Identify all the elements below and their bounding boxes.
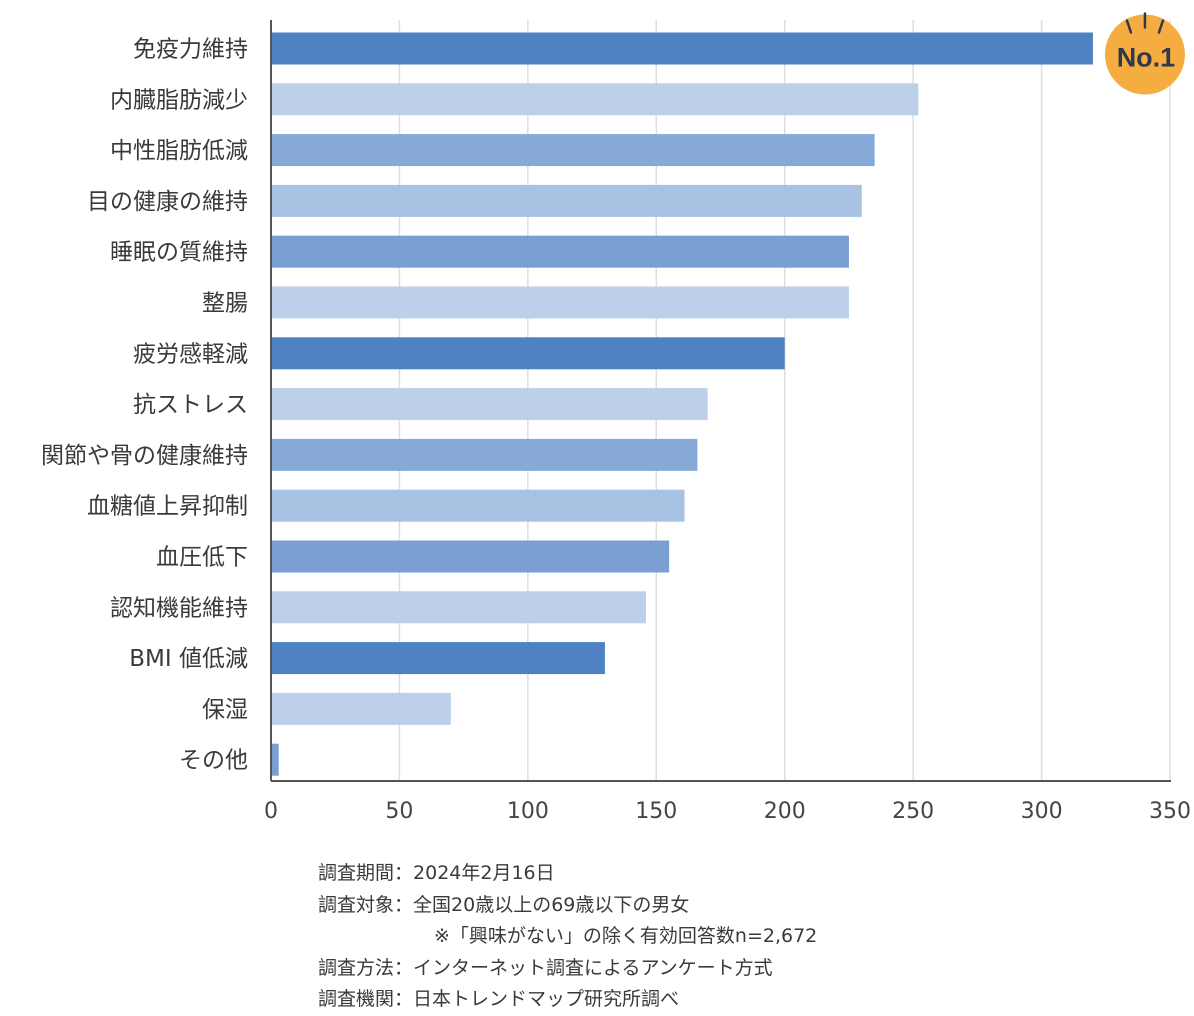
- x-tick-label: 150: [635, 799, 677, 824]
- note-period: 調査期間： 2024年2月16日: [318, 858, 817, 890]
- badge-spark-icon: [1125, 19, 1133, 34]
- category-label: 整腸: [202, 291, 248, 317]
- note-org-label: 調査機関：: [318, 988, 414, 1010]
- bar: [271, 235, 849, 268]
- category-label: 抗ストレス: [133, 392, 248, 418]
- category-label: BMI 値低減: [129, 646, 248, 672]
- bar: [271, 591, 647, 624]
- bar: [271, 337, 785, 370]
- category-label: 睡眠の質維持: [110, 240, 248, 266]
- bar: [271, 83, 919, 116]
- x-tick-label: 250: [892, 799, 934, 824]
- note-target-label: 調査対象：: [318, 893, 414, 916]
- x-tick-label: 100: [507, 799, 549, 824]
- bar: [271, 438, 698, 471]
- note-org-value: 日本トレンドマップ研究所調べ: [413, 988, 680, 1010]
- bar: [271, 743, 279, 776]
- note-method-label: 調査方法：: [318, 956, 414, 979]
- bar: [271, 489, 685, 522]
- category-label: 血糖値上昇抑制: [87, 494, 248, 520]
- note-target-value: 全国20歳以上の69歳以下の男女: [413, 893, 690, 916]
- survey-notes: 調査期間： 2024年2月16日 調査対象： 全国20歳以上の69歳以下の男女 …: [318, 858, 817, 1016]
- category-label: 内臓脂肪減少: [110, 87, 248, 113]
- x-tick-label: 350: [1149, 799, 1191, 824]
- category-label: 認知機能維持: [110, 595, 248, 621]
- no1-badge: [1104, 14, 1185, 95]
- bar: [271, 540, 670, 573]
- x-tick-label: 300: [1021, 799, 1063, 824]
- x-tick-label: 50: [385, 799, 413, 824]
- note-period-value: 2024年2月16日: [413, 862, 555, 884]
- bar: [271, 642, 605, 675]
- x-tick-label: 0: [264, 799, 278, 824]
- note-target-detail-text: ※「興味がない」の除く有効回答数n=2,672: [434, 925, 818, 947]
- bar: [271, 134, 875, 167]
- note-org: 調査機関： 日本トレンドマップ研究所調べ: [318, 984, 817, 1016]
- bar: [271, 692, 451, 725]
- category-label: 免疫力維持: [133, 37, 248, 63]
- bar-chart: 0 50 100 150 200 250 300 350 免疫力維持内臓脂肪減少中性脂肪低減目の…: [41, 12, 1191, 824]
- category-label: 疲労感軽減: [133, 341, 248, 367]
- category-label: 目の健康の維持: [87, 189, 248, 215]
- note-method-value: インターネット調査によるアンケート方式: [413, 956, 773, 979]
- bar: [271, 184, 862, 217]
- bar: [271, 388, 708, 421]
- bar: [271, 32, 1093, 65]
- note-target: 調査対象： 全国20歳以上の69歳以下の男女: [318, 890, 817, 922]
- note-method: 調査方法： インターネット調査によるアンケート方式: [318, 953, 817, 985]
- category-label: 中性脂肪低減: [110, 138, 248, 164]
- badge-spark-icon: [1157, 19, 1165, 34]
- note-target-detail: ※「興味がない」の除く有効回答数n=2,672: [318, 921, 817, 953]
- note-period-label: 調査期間：: [318, 862, 414, 884]
- no1-badge-label: No.1: [1117, 43, 1176, 73]
- category-label: 関節や骨の健康維持: [41, 443, 248, 469]
- x-tick-label: 200: [764, 799, 806, 824]
- bar: [271, 286, 849, 319]
- category-label: その他: [179, 748, 248, 774]
- category-label: 保湿: [202, 697, 248, 723]
- category-label: 血圧低下: [156, 545, 248, 571]
